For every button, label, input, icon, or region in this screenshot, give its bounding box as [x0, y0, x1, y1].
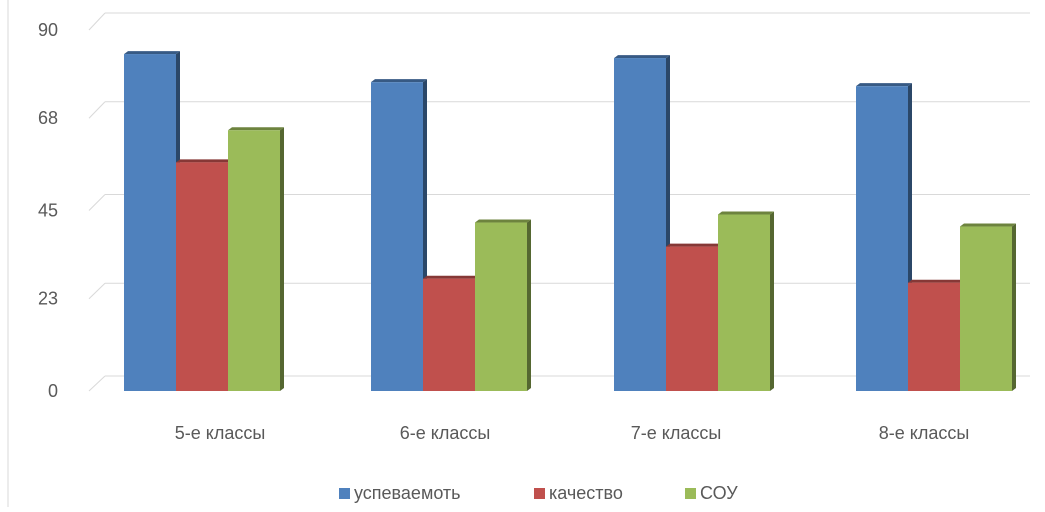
y-tick-label: 90 [38, 20, 58, 40]
bar-top [908, 279, 964, 283]
bar-side [770, 211, 774, 391]
y-tick-label: 45 [38, 201, 58, 221]
bar-side [280, 127, 284, 392]
legend-swatch [534, 488, 545, 499]
gridline-diagonal [88, 375, 106, 392]
bar [228, 127, 284, 392]
x-tick-label: 5-е классы [175, 423, 266, 443]
bar-top [475, 219, 531, 223]
bar [371, 79, 427, 392]
bar-top [666, 243, 722, 247]
bar [908, 279, 964, 391]
bar [614, 55, 670, 391]
gridline-diagonal [88, 282, 106, 300]
bar-front [371, 82, 423, 392]
bar-front [908, 282, 960, 391]
legend-label: качество [549, 483, 623, 503]
bar [124, 51, 180, 392]
legend-swatch [339, 488, 350, 499]
x-tick-label: 8-е классы [879, 423, 970, 443]
legend-item: СОУ [685, 483, 738, 503]
bar-top [228, 127, 284, 131]
y-tick-label: 23 [38, 289, 58, 309]
legend-item: качество [534, 483, 623, 503]
legend-swatch [685, 488, 696, 499]
bar [423, 275, 479, 391]
bar [176, 159, 232, 391]
bar-top [718, 211, 774, 215]
bar [718, 211, 774, 391]
bar [960, 223, 1016, 391]
bar [475, 219, 531, 391]
bars [124, 51, 1016, 392]
bar-side [1012, 223, 1016, 391]
x-tick-label: 6-е классы [400, 423, 491, 443]
gridline-diagonal [88, 12, 106, 31]
y-tick-label: 0 [48, 381, 58, 401]
bar-top [856, 83, 912, 87]
bar-front [960, 226, 1012, 391]
y-tick-label: 68 [38, 108, 58, 128]
x-tick-label: 7-е классы [631, 423, 722, 443]
legend: успеваемоть качество СОУ [339, 483, 738, 503]
bar-front [666, 246, 718, 391]
bar-front [124, 54, 176, 392]
bar-front [228, 130, 280, 391]
bar-top [614, 55, 670, 59]
legend-item: успеваемоть [339, 483, 461, 503]
x-axis-ticks: 5-е классы 6-е классы 7-е классы 8-е классы [175, 423, 970, 443]
bar [666, 243, 722, 391]
bar-top [423, 275, 479, 279]
y-axis-ticks: 0 23 45 68 90 [38, 20, 58, 401]
bar-front [718, 214, 770, 391]
bar-front [176, 162, 228, 391]
legend-label: успеваемоть [354, 483, 461, 503]
bar-front [614, 58, 666, 391]
gridline-diagonal [88, 194, 106, 211]
bar-top [371, 79, 427, 83]
bar-front [856, 86, 908, 392]
gridline-diagonal [88, 101, 106, 119]
bar-front [475, 222, 527, 391]
bar-front [423, 278, 475, 391]
bar [856, 83, 912, 392]
bar-side [527, 219, 531, 391]
legend-label: СОУ [700, 483, 738, 503]
bar-top [176, 159, 232, 163]
bar-top [960, 223, 1016, 227]
bar-top [124, 51, 180, 55]
